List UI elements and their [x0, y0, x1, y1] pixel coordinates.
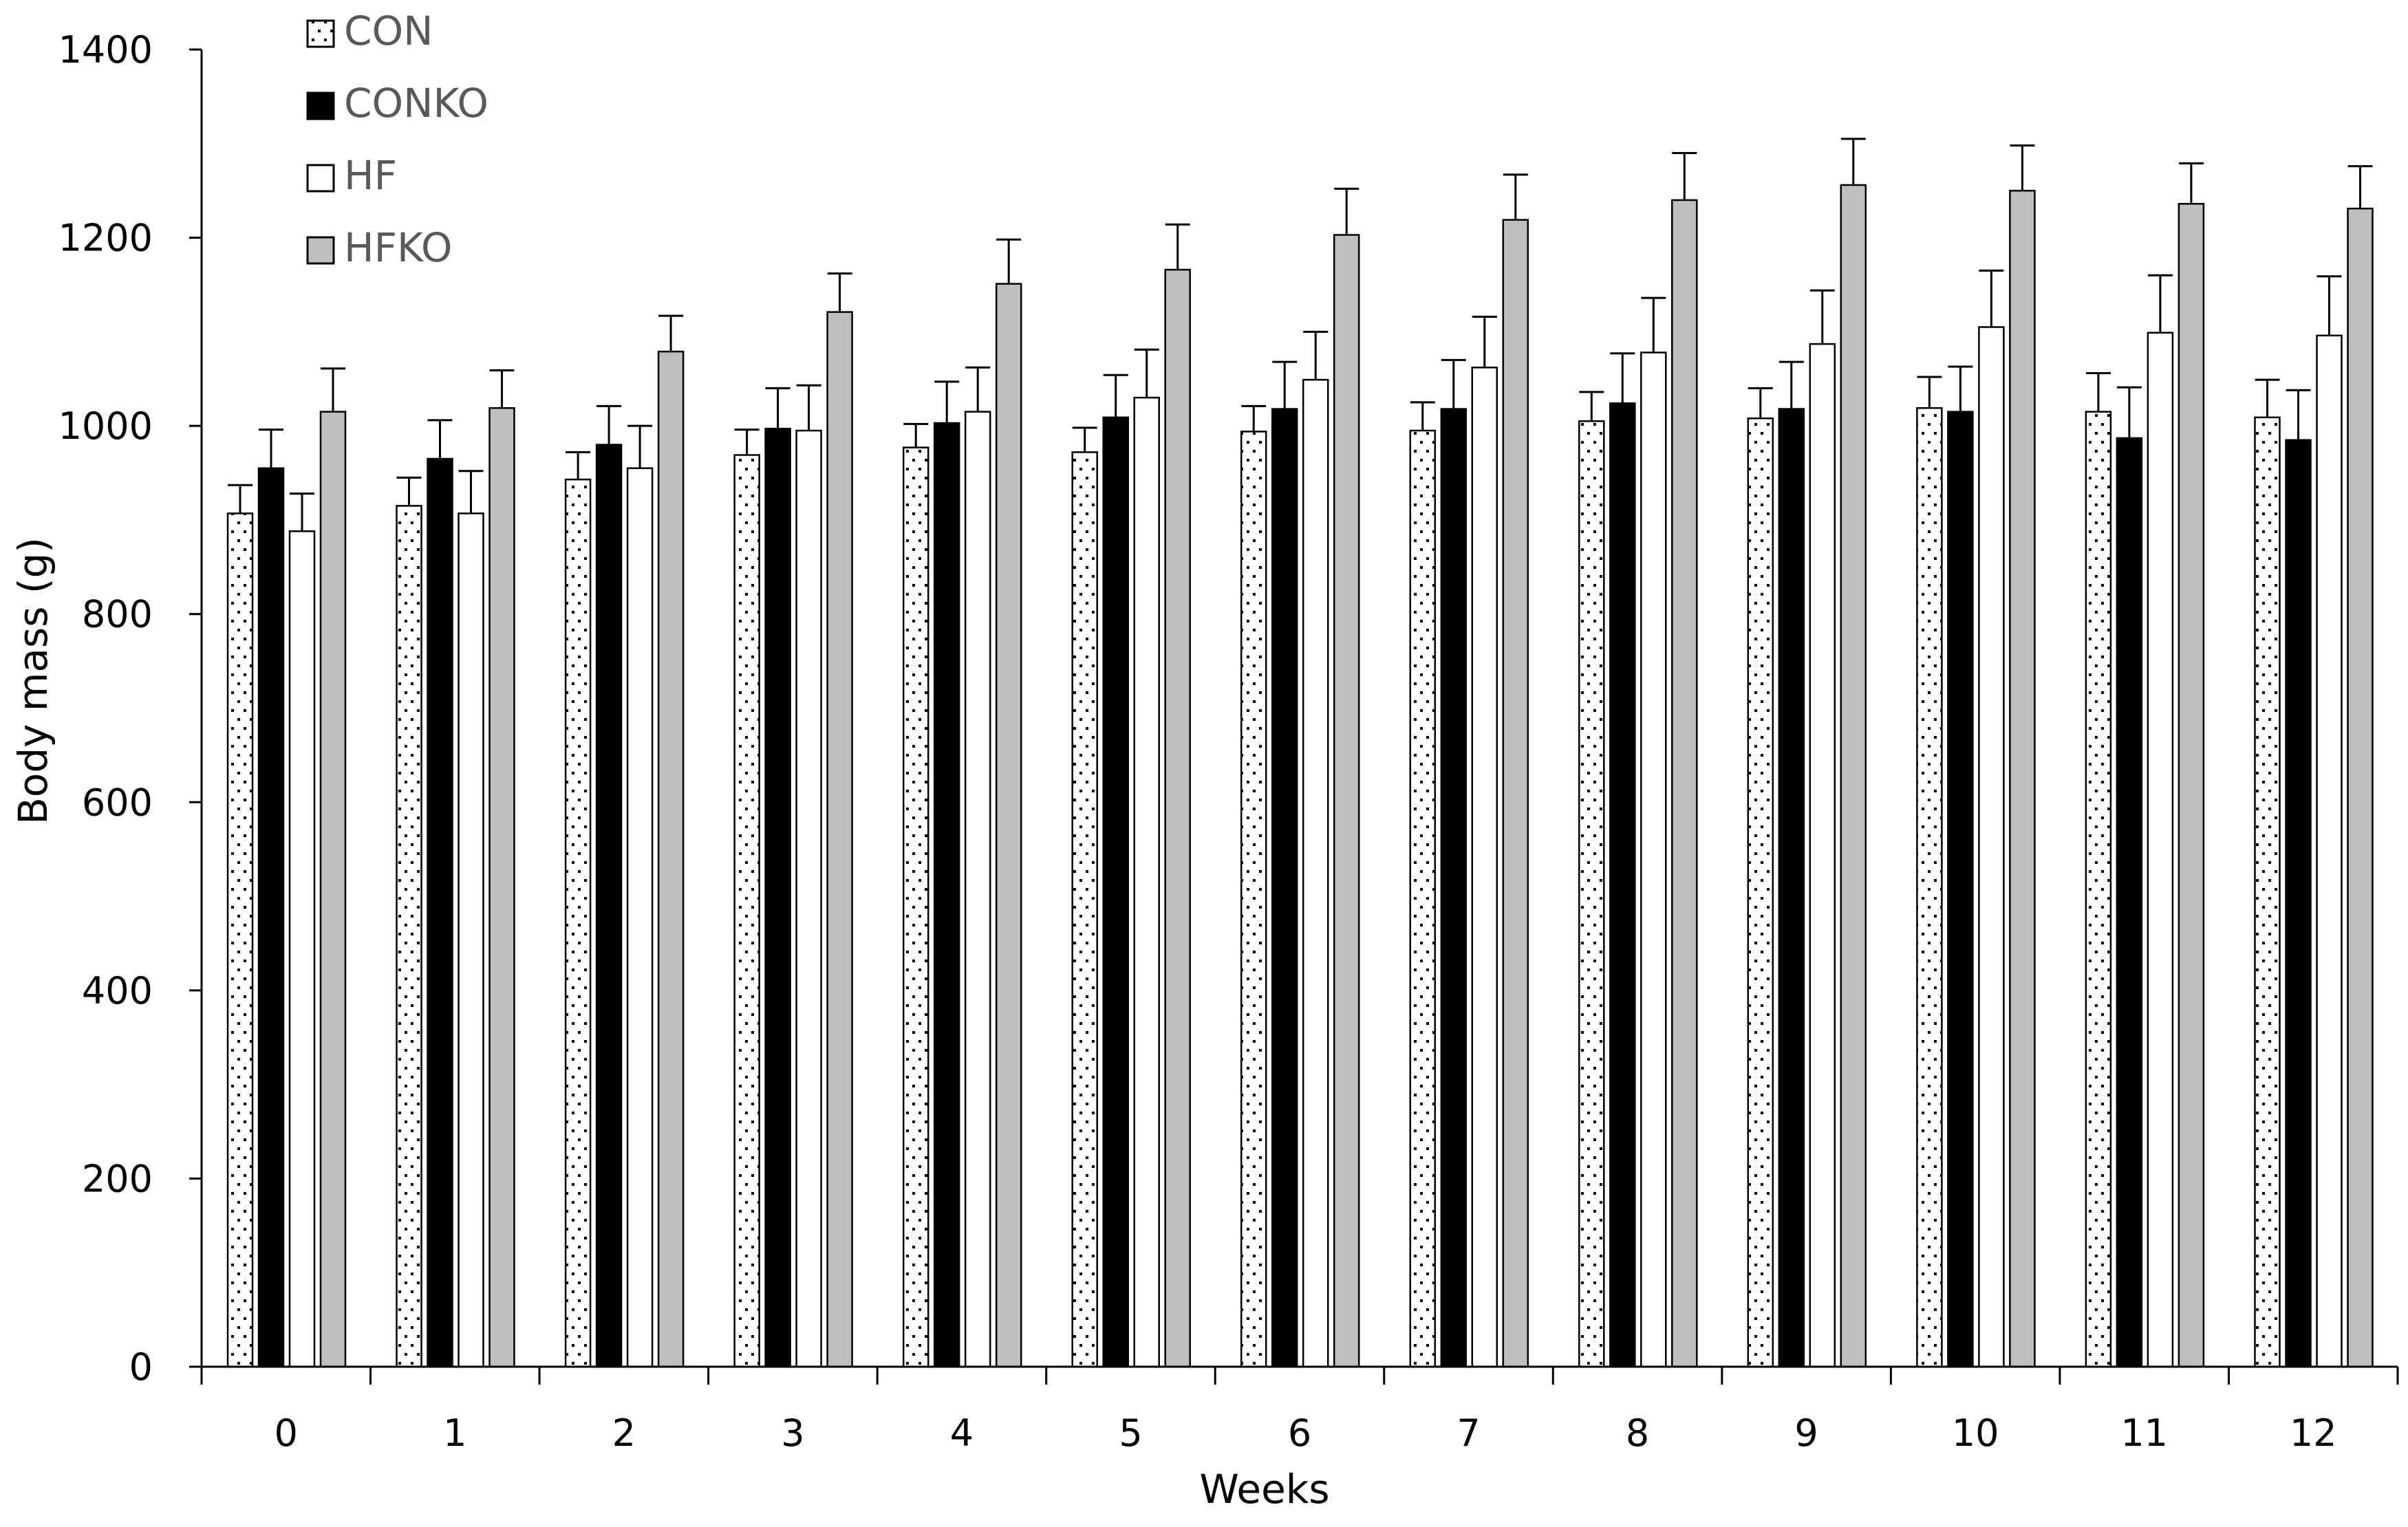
bar-hfko-week-3: [826, 311, 853, 1368]
bar-hfko-week-5: [1164, 268, 1191, 1368]
bar-con-week-10: [1916, 407, 1943, 1368]
y-tick-label-800: 800: [82, 593, 153, 636]
bar-hfko-week-7: [1502, 219, 1529, 1368]
bar-con-week-1: [396, 505, 422, 1368]
legend-label-hf: HF: [344, 152, 397, 199]
legend-swatch-hfko: [306, 236, 335, 265]
x-tick-label-7: 7: [1456, 1411, 1480, 1455]
bar-conko-week-2: [595, 444, 623, 1368]
bar-con-week-7: [1409, 429, 1437, 1368]
bar-con-week-8: [1578, 420, 1605, 1368]
bar-con-week-3: [733, 454, 760, 1368]
legend-label-conko: CONKO: [344, 80, 488, 127]
bar-conko-week-1: [427, 457, 453, 1368]
bar-hf-week-9: [1809, 343, 1836, 1368]
bar-hf-week-11: [2147, 332, 2174, 1368]
plot-area: [226, 138, 2374, 1368]
bar-conko-week-8: [1609, 402, 1636, 1368]
legend-swatch-con: [306, 19, 335, 48]
bar-conko-week-7: [1440, 408, 1468, 1368]
x-tick-label-8: 8: [1626, 1411, 1649, 1455]
x-tick-label-6: 6: [1288, 1411, 1311, 1455]
bar-conko-week-12: [2285, 439, 2312, 1368]
y-tick-label-200: 200: [82, 1157, 153, 1200]
series-conko: [257, 352, 2312, 1368]
bar-con-week-4: [902, 446, 929, 1368]
x-tick-label-9: 9: [1794, 1411, 1818, 1455]
legend-item-conko: CONKO: [306, 80, 488, 127]
bar-con-week-11: [2085, 411, 2112, 1368]
bar-hfko-week-4: [995, 283, 1022, 1368]
y-axis-title: Body mass (g): [10, 537, 56, 825]
x-tick-label-12: 12: [2290, 1411, 2337, 1455]
series-hf: [288, 269, 2343, 1368]
bar-conko-week-5: [1102, 416, 1129, 1368]
bar-con-week-5: [1071, 451, 1098, 1368]
x-tick-label-0: 0: [275, 1411, 298, 1455]
bar-hfko-week-6: [1333, 234, 1360, 1368]
x-tick-label-10: 10: [1952, 1411, 1999, 1455]
y-tick-label-400: 400: [82, 969, 153, 1012]
bar-con-week-6: [1240, 431, 1267, 1368]
x-tick-label-1: 1: [443, 1411, 466, 1455]
bar-hfko-week-10: [2009, 189, 2036, 1368]
bar-hfko-week-11: [2178, 203, 2205, 1368]
bar-hf-week-6: [1302, 378, 1329, 1368]
x-tick-label-11: 11: [2120, 1411, 2168, 1455]
bar-conko-week-0: [257, 467, 285, 1368]
bar-hfko-week-1: [488, 407, 515, 1368]
bar-conko-week-6: [1271, 408, 1298, 1368]
y-tick-label-1400: 1400: [58, 28, 153, 72]
bar-conko-week-9: [1778, 408, 1805, 1368]
bar-hf-week-7: [1471, 367, 1498, 1368]
bar-conko-week-10: [1947, 411, 1974, 1368]
bar-conko-week-4: [933, 422, 960, 1368]
bar-con-week-12: [2254, 416, 2281, 1368]
series-hfko: [319, 138, 2374, 1368]
bar-hfko-week-2: [657, 350, 685, 1368]
bar-hf-week-12: [2316, 334, 2343, 1368]
series-con: [226, 372, 2281, 1368]
bar-hfko-week-0: [319, 411, 347, 1368]
bar-conko-week-11: [2116, 437, 2143, 1368]
bar-conko-week-3: [764, 427, 791, 1368]
x-axis-title: Weeks: [1199, 1466, 1329, 1513]
bar-hfko-week-12: [2347, 207, 2374, 1368]
x-tick-label-2: 2: [612, 1411, 636, 1455]
x-tick-label-5: 5: [1119, 1411, 1142, 1455]
bar-hfko-week-8: [1671, 199, 1698, 1368]
y-tick-label-1200: 1200: [58, 217, 153, 260]
legend-swatch-conko: [306, 91, 335, 120]
y-tick-label-0: 0: [129, 1345, 153, 1389]
bar-hfko-week-9: [1840, 184, 1867, 1368]
bar-con-week-2: [564, 478, 592, 1368]
y-tick-label-1000: 1000: [58, 404, 153, 448]
bar-hf-week-3: [795, 429, 822, 1368]
legend-swatch-hf: [306, 164, 335, 193]
bar-hf-week-2: [626, 467, 654, 1368]
legend: CON CONKO HF HFKO: [306, 8, 488, 271]
y-tick-label-600: 600: [82, 781, 153, 824]
bar-hf-week-0: [288, 530, 316, 1368]
legend-label-hfko: HFKO: [344, 224, 453, 271]
legend-label-con: CON: [344, 8, 433, 54]
bar-hf-week-8: [1640, 351, 1667, 1368]
bar-con-week-9: [1747, 417, 1774, 1368]
bar-hf-week-1: [458, 512, 484, 1368]
x-tick-label-3: 3: [781, 1411, 804, 1455]
legend-item-hfko: HFKO: [306, 224, 453, 271]
x-tick-label-4: 4: [950, 1411, 974, 1455]
bar-hf-week-4: [964, 411, 991, 1368]
bar-con-week-0: [226, 512, 254, 1368]
legend-item-con: CON: [306, 8, 433, 54]
bar-hf-week-10: [1978, 326, 2005, 1368]
legend-item-hf: HF: [306, 152, 397, 199]
bar-hf-week-5: [1133, 396, 1160, 1368]
